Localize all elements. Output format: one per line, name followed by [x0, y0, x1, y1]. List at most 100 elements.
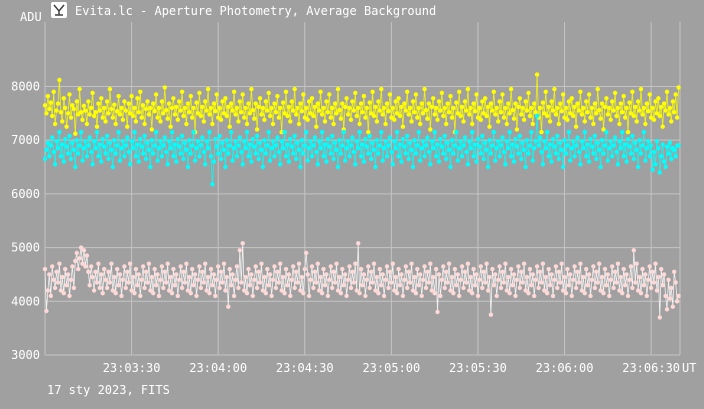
data-point [266, 129, 271, 135]
data-point [420, 111, 426, 116]
data-point [547, 283, 553, 288]
data-point [301, 291, 306, 296]
data-point [218, 269, 224, 274]
data-point [198, 285, 204, 291]
data-point [54, 108, 59, 113]
data-point [201, 280, 206, 285]
data-point [83, 139, 88, 144]
data-point [537, 269, 543, 274]
data-point [412, 110, 417, 115]
data-point [158, 139, 163, 144]
data-point [156, 146, 162, 151]
data-point [491, 89, 496, 95]
data-point [547, 142, 553, 147]
data-point [130, 146, 136, 151]
data-point [334, 111, 339, 116]
data-point [285, 142, 290, 147]
data-point [656, 96, 661, 101]
data-point [187, 138, 192, 143]
data-point [573, 143, 579, 148]
data-point [327, 277, 332, 282]
data-point [651, 280, 657, 285]
data-point [488, 151, 494, 156]
data-point [500, 269, 505, 274]
data-point [584, 99, 589, 104]
data-point [403, 264, 408, 269]
data-point [581, 274, 586, 280]
data-point [45, 288, 51, 293]
data-point [550, 293, 556, 299]
data-point [360, 110, 365, 115]
data-point [409, 261, 414, 266]
data-point [357, 129, 362, 135]
data-point [253, 101, 258, 106]
data-point [441, 113, 446, 119]
data-point [485, 164, 491, 170]
data-point [181, 156, 186, 162]
data-point [419, 101, 424, 106]
data-point [612, 90, 618, 96]
data-point [494, 293, 499, 299]
data-point [396, 96, 401, 101]
data-point [357, 291, 362, 296]
data-point [76, 151, 81, 156]
data-point [318, 146, 323, 151]
data-point [377, 108, 382, 113]
data-point [338, 116, 344, 121]
data-point [373, 164, 378, 170]
data-point [97, 142, 103, 147]
data-point [614, 113, 619, 119]
data-point [444, 269, 449, 274]
data-point [153, 283, 159, 288]
data-point [334, 261, 339, 266]
data-point [621, 93, 626, 99]
data-point [188, 291, 193, 296]
data-point [628, 151, 634, 156]
data-point [594, 269, 599, 274]
data-point [91, 139, 97, 144]
data-point [265, 266, 270, 272]
data-point [317, 108, 322, 113]
data-point [545, 291, 550, 296]
data-point [576, 280, 582, 285]
data-point [529, 129, 534, 135]
data-point [389, 149, 394, 155]
data-point [457, 293, 462, 299]
data-point [200, 135, 205, 140]
data-point [647, 92, 652, 97]
data-point [67, 293, 72, 299]
data-point [78, 110, 84, 115]
data-point [428, 261, 433, 266]
data-point [470, 291, 475, 296]
data-point [305, 117, 310, 123]
data-point [321, 105, 326, 111]
data-point [279, 288, 284, 293]
data-point [113, 151, 118, 156]
data-point [659, 154, 664, 159]
data-point [48, 100, 53, 105]
data-point [125, 135, 130, 140]
data-point [321, 266, 326, 272]
data-point [80, 117, 85, 123]
data-point [106, 111, 111, 116]
data-point [480, 285, 485, 291]
data-point [406, 269, 411, 274]
data-point [338, 291, 344, 296]
data-point [508, 154, 514, 159]
data-point [293, 112, 299, 117]
data-point [467, 112, 472, 117]
data-point [420, 277, 426, 282]
data-point [198, 143, 204, 148]
data-point [62, 136, 68, 142]
data-point [543, 89, 548, 95]
data-point [309, 264, 315, 269]
data-point [637, 274, 642, 280]
data-point [458, 277, 463, 282]
data-point [464, 108, 469, 113]
data-point [143, 106, 149, 112]
data-point [571, 113, 576, 119]
data-point [262, 117, 267, 123]
data-point [422, 86, 427, 92]
data-point [371, 261, 377, 266]
data-point [185, 288, 191, 293]
